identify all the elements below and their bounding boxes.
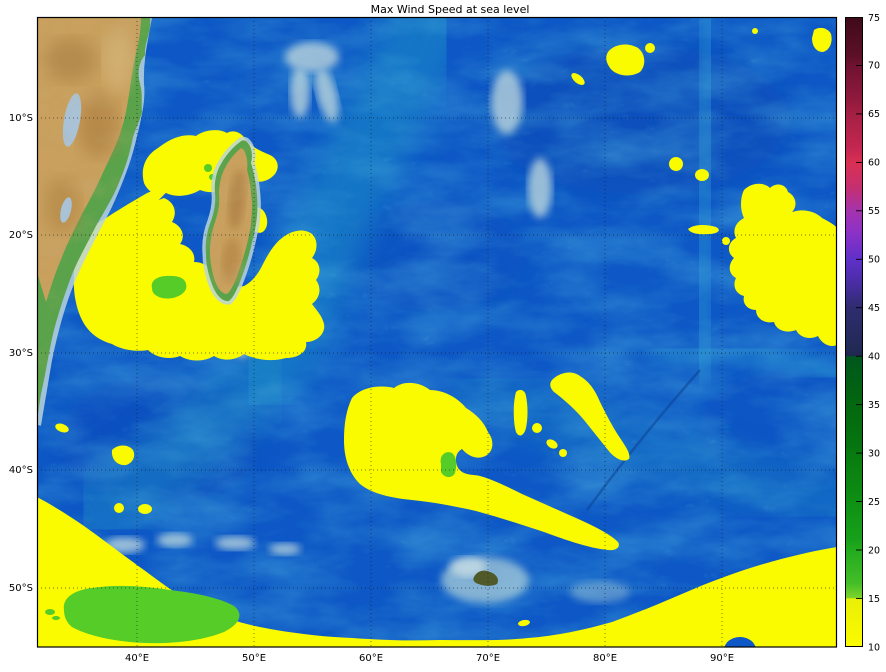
y-axis-tick-label: 20°S xyxy=(9,230,33,241)
colorbar-tick-label: 25 xyxy=(868,497,880,508)
gridlines xyxy=(37,17,837,647)
colorbar-tick-label: 45 xyxy=(868,303,880,314)
kerguelen-island xyxy=(473,570,499,586)
colorbar-scale xyxy=(845,17,863,647)
colorbar-tick-label: 60 xyxy=(868,158,880,169)
y-axis: 10°S 20°S 30°S 40°S 50°S xyxy=(9,113,33,594)
colorbar-tick-label: 20 xyxy=(868,546,880,557)
colorbar-tick-label: 40 xyxy=(868,352,880,363)
map-border xyxy=(36,16,838,648)
fracture-zone-line xyxy=(585,369,701,511)
x-axis-tick-label: 60°E xyxy=(359,653,383,664)
y-axis-tick-label: 30°S xyxy=(9,348,33,359)
y-axis-tick-label: 50°S xyxy=(9,583,33,594)
x-axis: 40°E 50°E 60°E 70°E 80°E 90°E xyxy=(125,653,734,664)
colorbar-tick-label: 55 xyxy=(868,206,880,217)
y-axis-tick-label: 10°S xyxy=(9,113,33,124)
x-axis-tick-label: 40°E xyxy=(125,653,149,664)
colorbar-tick-labels: 75 70 65 60 55 50 45 40 35 30 25 20 15 1… xyxy=(868,13,880,654)
colorbar-tick-label: 70 xyxy=(868,61,880,72)
colorbar: 75 70 65 60 55 50 45 40 35 30 25 20 15 1… xyxy=(845,13,880,654)
colorbar-ticks xyxy=(856,65,863,599)
kerguelen-plateau xyxy=(441,557,630,603)
y-axis-tick-label: 40°S xyxy=(9,465,33,476)
colorbar-tick-label: 50 xyxy=(868,255,880,266)
x-axis-tick-label: 80°E xyxy=(593,653,617,664)
x-axis-tick-label: 50°E xyxy=(242,653,266,664)
wind-overlay-green xyxy=(45,164,457,644)
colorbar-tick-label: 30 xyxy=(868,449,880,460)
colorbar-tick-label: 35 xyxy=(868,400,880,411)
colorbar-tick-label: 75 xyxy=(868,13,880,24)
map-plot xyxy=(37,17,837,647)
colorbar-tick-label: 10 xyxy=(868,643,880,654)
colorbar-tick-label: 15 xyxy=(868,594,880,605)
plot-title: Max Wind Speed at sea level xyxy=(371,3,530,16)
x-axis-tick-label: 70°E xyxy=(476,653,500,664)
ocean-notch xyxy=(724,637,756,647)
x-axis-tick-label: 90°E xyxy=(710,653,734,664)
colorbar-border xyxy=(845,17,863,647)
colorbar-tick-label: 65 xyxy=(868,109,880,120)
